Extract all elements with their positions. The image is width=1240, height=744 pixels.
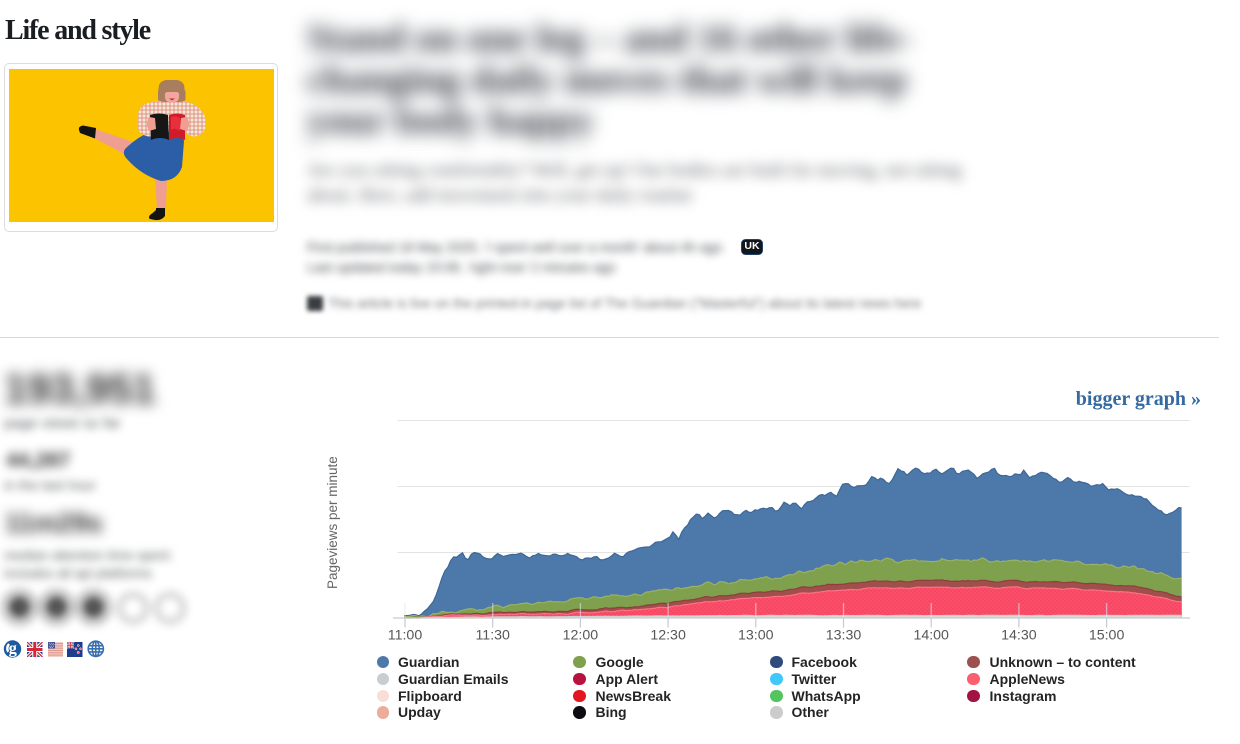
svg-text:14:00: 14:00 [913, 628, 949, 644]
svg-text:12:00: 12:00 [563, 628, 599, 644]
svg-text:13:00: 13:00 [738, 628, 774, 644]
svg-text:11:30: 11:30 [475, 628, 510, 644]
svg-text:11:00: 11:00 [388, 628, 423, 644]
svg-text:13:30: 13:30 [826, 628, 862, 644]
svg-text:15:00: 15:00 [1089, 628, 1125, 644]
svg-text:14:30: 14:30 [1001, 628, 1037, 644]
svg-text:g: g [9, 640, 18, 658]
svg-text:12:30: 12:30 [650, 628, 686, 644]
